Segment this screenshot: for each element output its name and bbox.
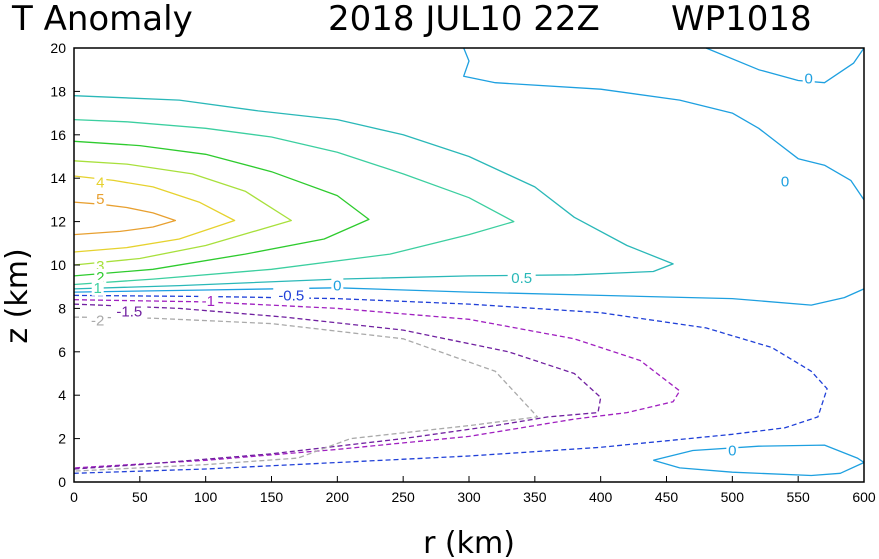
x-tick-label: 100 [194, 489, 218, 505]
contour-label: 4 [96, 175, 104, 192]
contour-label-bg [198, 292, 219, 309]
x-tick-label: 50 [132, 489, 148, 505]
y-tick-label: 14 [50, 170, 66, 186]
y-tick-label: 2 [58, 431, 66, 447]
contour-labels: 54 321 0.5 0 0 0 0 -0.5 -1 -1.5 -2 [87, 70, 815, 460]
contour-label-bg [331, 277, 344, 294]
storm-id: WP1018 [671, 0, 812, 39]
x-axis-label: r (km) [423, 526, 515, 559]
contour-line [463, 47, 865, 201]
y-axis-label: z (km) [0, 248, 35, 343]
x-tick-label: 550 [786, 489, 810, 505]
y-tick-label: 18 [50, 83, 66, 99]
x-tick-label: 200 [326, 489, 350, 505]
contour-label-bg [779, 173, 791, 190]
contour-line [705, 47, 865, 84]
contour-label-bg [94, 174, 107, 191]
y-tick-label: 0 [58, 474, 66, 490]
contour-label: -2 [91, 312, 104, 329]
contour-label: -1.5 [116, 304, 142, 321]
x-tick-label: 0 [70, 489, 78, 505]
contour-label: 0 [333, 278, 341, 295]
contour-label-bg [802, 70, 815, 87]
y-tick-label: 12 [50, 214, 66, 230]
contour-line [73, 140, 370, 277]
x-tick-label: 300 [457, 489, 481, 505]
contour-label-bg [726, 442, 739, 459]
y-tick-label: 20 [50, 40, 66, 56]
contour-label: 0 [805, 70, 813, 87]
contour-label: 0.5 [511, 270, 532, 287]
y-tick-label: 8 [58, 300, 66, 316]
contour-line [73, 118, 515, 286]
contour-line [73, 316, 539, 472]
contour-label: -1 [202, 293, 215, 310]
contour-label: 3 [96, 258, 104, 275]
contour-line [653, 459, 865, 477]
chart-title: T Anomaly [11, 0, 193, 39]
y-tick-label: 4 [58, 387, 66, 403]
x-tick-label: 150 [260, 489, 284, 505]
y-tick-label: 16 [50, 127, 66, 143]
contour-line [73, 287, 865, 306]
contour-line [73, 201, 177, 236]
x-tick-label: 600 [852, 489, 876, 505]
contour-line [73, 294, 828, 474]
contour-lines [73, 47, 865, 477]
contour-line [73, 175, 236, 253]
contour-label: 5 [96, 191, 104, 208]
contour-line [73, 95, 674, 290]
contour-label: -0.5 [278, 287, 304, 304]
contour-label-bg [507, 270, 536, 287]
chart-subtitle: 2018 JUL10 22Z [328, 0, 600, 39]
x-axis-ticks: 0 50 100 150 200 250 300 350 400 450 500 550 600 [70, 476, 876, 505]
x-tick-label: 500 [721, 489, 745, 505]
contour-label: 0 [728, 443, 736, 460]
contour-label: 1 [94, 280, 102, 297]
contour-label: 0 [781, 173, 789, 190]
contour-line [73, 303, 602, 470]
contour-label-bg [87, 312, 108, 329]
x-tick-label: 450 [655, 489, 679, 505]
contour-line [653, 444, 865, 464]
contour-label-bg [91, 279, 104, 296]
contour-label-bg [94, 190, 107, 207]
y-tick-label: 10 [50, 257, 66, 273]
contour-line [73, 299, 681, 469]
x-tick-label: 400 [589, 489, 613, 505]
contour-line [73, 160, 292, 266]
y-axis-ticks: 0 2 4 6 8 10 12 14 16 18 20 [50, 40, 80, 490]
contour-label-bg [273, 287, 310, 304]
contour-label: 2 [96, 269, 104, 286]
plot-frame [73, 47, 865, 483]
y-tick-label: 6 [58, 344, 66, 360]
x-tick-label: 350 [523, 489, 547, 505]
contour-label-bg [111, 303, 148, 320]
x-tick-label: 250 [391, 489, 415, 505]
